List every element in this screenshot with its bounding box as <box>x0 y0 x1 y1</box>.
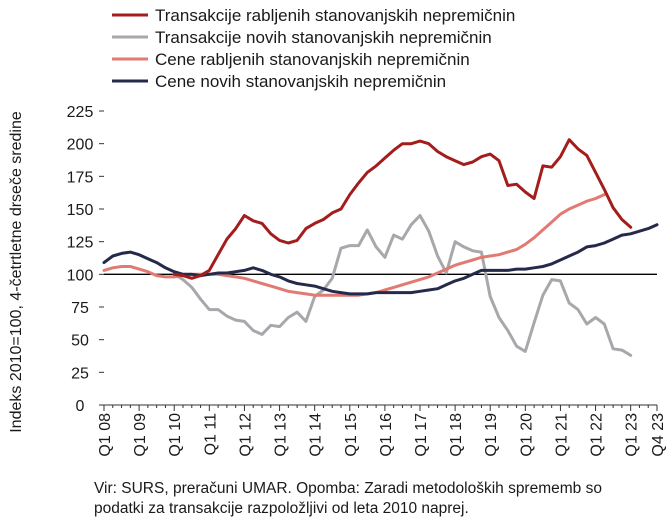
y-tick-label: 50 <box>71 333 89 350</box>
y-tick-label: 225 <box>67 104 94 121</box>
x-tick-label: Q1 17 <box>413 413 430 457</box>
y-tick-label: 0 <box>76 398 85 415</box>
series-line <box>172 214 633 357</box>
x-tick-label: Q1 12 <box>237 413 254 457</box>
series-line <box>172 138 633 280</box>
legend-label: Transakcije novih stanovanjskih nepremič… <box>155 28 492 47</box>
x-tick-label: Q1 23 <box>624 413 641 457</box>
x-tick-label: Q1 21 <box>553 413 570 457</box>
x-tick-label: Q4 23 <box>650 413 667 457</box>
chart-legend: Transakcije rabljenih stanovanjskih nepr… <box>112 6 515 91</box>
source-note-line-1: Vir: SURS, preračuni UMAR. Opomba: Zarad… <box>94 480 602 497</box>
y-axis: 0 25 50 75 100 125 150 175 200 225 <box>67 104 657 415</box>
y-tick-label: 125 <box>67 235 94 252</box>
x-tick-label: Q1 08 <box>97 413 114 457</box>
series-line <box>102 223 659 296</box>
x-tick-label: Q1 09 <box>132 413 149 457</box>
source-note-line-2: podatki za transakcije razpoložljivi od … <box>94 500 469 517</box>
x-tick-label: Q1 16 <box>378 413 395 457</box>
x-tick-label: Q1 15 <box>343 413 360 457</box>
y-axis-title: Indeks 2010=100, 4-četrtletne drseče sre… <box>8 111 25 433</box>
x-tick-label: Q1 10 <box>167 413 184 457</box>
legend-label: Cene rabljenih stanovanjskih nepremičnin <box>155 50 470 69</box>
x-tick-label: Q1 19 <box>483 413 500 457</box>
x-tick-label: Q1 13 <box>273 413 290 457</box>
x-tick-label: Q1 11 <box>202 413 219 456</box>
y-tick-label: 25 <box>71 365 89 382</box>
y-tick-label: 75 <box>71 300 89 317</box>
source-note: Vir: SURS, preračuni UMAR. Opomba: Zarad… <box>94 479 670 519</box>
y-tick-label: 100 <box>67 267 94 284</box>
x-axis: Q1 08 Q1 09 Q1 10 Q1 11 Q1 12 Q1 13 Q1 14 Q1 15… <box>97 405 667 457</box>
plot-area <box>102 138 659 357</box>
legend-label: Cene novih stanovanjskih nepremičnin <box>155 72 446 91</box>
y-tick-label: 150 <box>67 202 94 219</box>
x-tick-label: Q1 20 <box>518 413 535 457</box>
x-tick-label: Q1 14 <box>308 413 325 457</box>
y-tick-label: 175 <box>67 169 94 186</box>
legend-label: Transakcije rabljenih stanovanjskih nepr… <box>155 6 515 25</box>
y-tick-label: 200 <box>67 137 94 154</box>
x-tick-label: Q1 22 <box>589 413 606 457</box>
x-tick-label: Q1 18 <box>448 413 465 457</box>
